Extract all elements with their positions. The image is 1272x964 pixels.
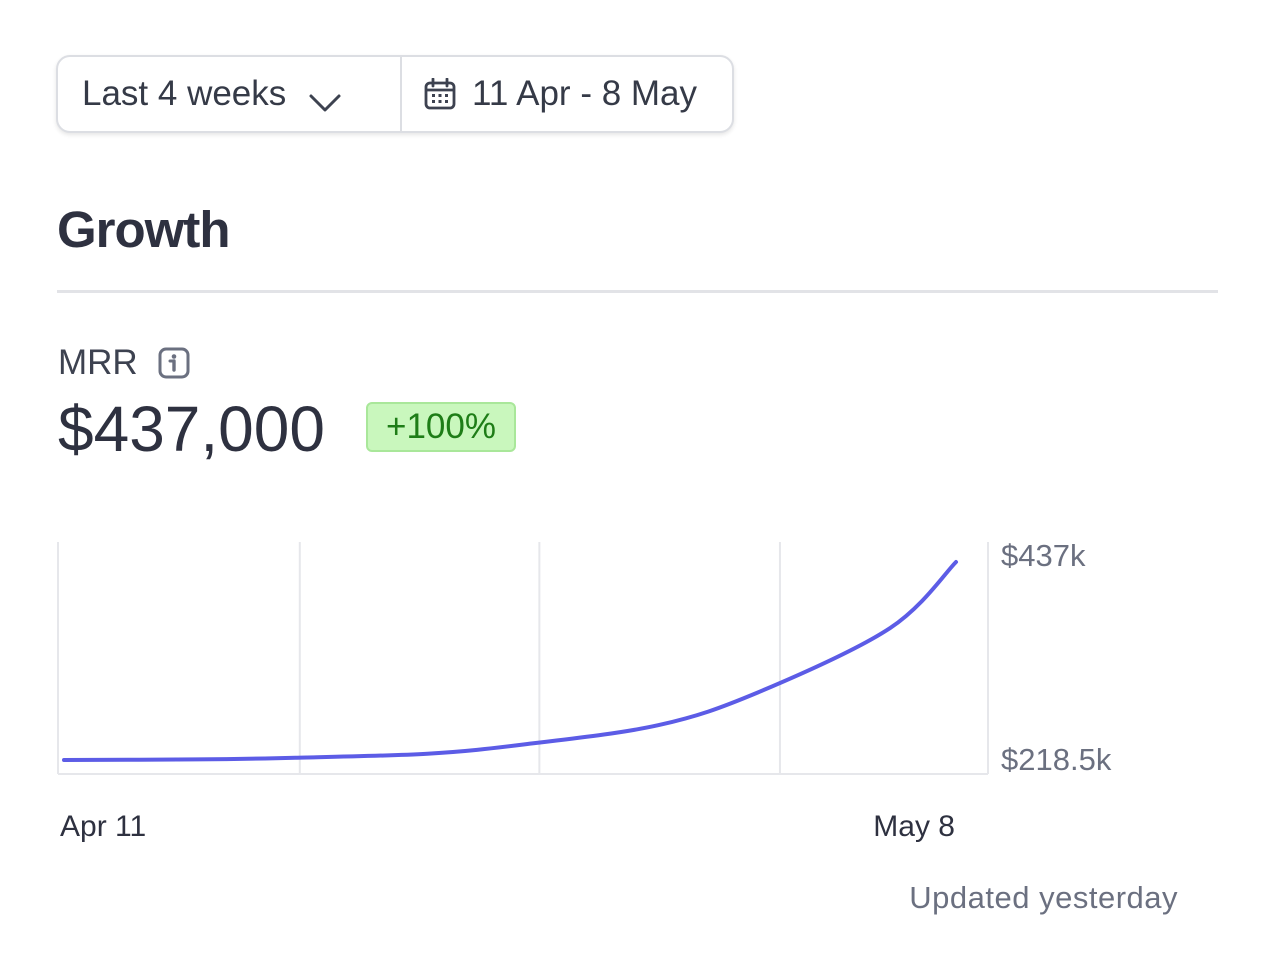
- y-tick-label: $218.5k: [1001, 742, 1112, 777]
- updated-timestamp: Updated yesterday: [909, 880, 1178, 915]
- date-range-picker[interactable]: 11 Apr - 8 May: [402, 57, 732, 131]
- date-range-label: 11 Apr - 8 May: [472, 74, 698, 113]
- y-tick-label: $437k: [1001, 538, 1086, 573]
- mrr-chart-svg: $437k $218.5k Apr 11 May 8: [57, 538, 1112, 843]
- metric-label-row: MRR: [58, 343, 190, 383]
- calendar-icon: [424, 77, 456, 110]
- metric-label: MRR: [58, 343, 138, 382]
- section-title: Growth: [57, 201, 230, 258]
- x-tick-label: May 8: [873, 810, 955, 843]
- mrr-series-line: [62, 560, 958, 762]
- info-icon[interactable]: [158, 347, 190, 379]
- change-badge: +100%: [366, 402, 516, 452]
- range-dropdown[interactable]: Last 4 weeks: [58, 57, 402, 131]
- range-dropdown-label: Last 4 weeks: [82, 74, 287, 113]
- x-tick-label: Apr 11: [60, 810, 146, 843]
- section-divider: [57, 290, 1218, 293]
- chevron-down-icon: [308, 83, 342, 112]
- mrr-chart: $437k $218.5k Apr 11 May 8: [0, 520, 1272, 860]
- metric-value: $437,000: [58, 393, 325, 465]
- date-filter-bar: Last 4 weeks 11 Apr - 8 May: [56, 55, 734, 133]
